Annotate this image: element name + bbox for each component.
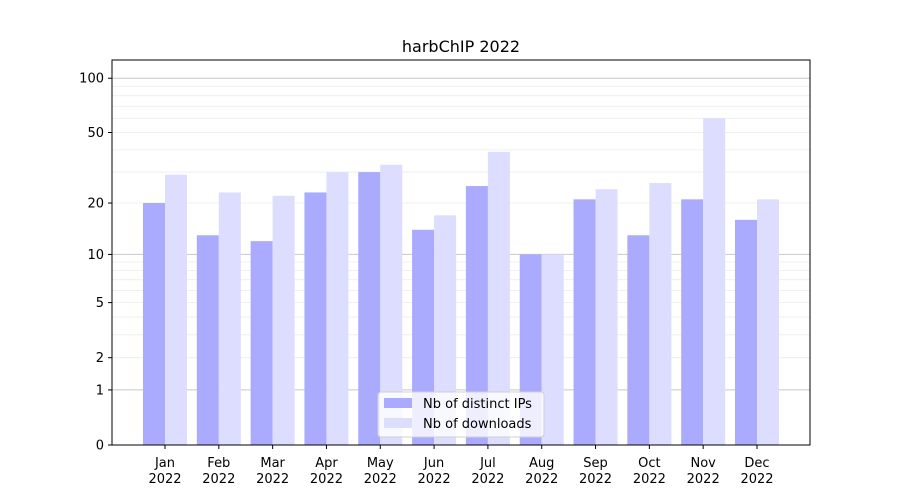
legend-label: Nb of downloads <box>423 417 532 432</box>
x-tick-label: May 2022 <box>364 456 397 487</box>
x-tick-label: Nov 2022 <box>687 456 720 487</box>
y-tick-label: 100 <box>79 72 104 87</box>
bar-distinct-ips <box>627 235 650 445</box>
y-tick-label: 1 <box>96 383 104 398</box>
legend-label: Nb of distinct IPs <box>423 397 532 412</box>
bar-downloads <box>434 215 457 445</box>
bar-downloads <box>649 183 672 445</box>
chart-title: harbChIP 2022 <box>402 37 520 56</box>
legend-swatch <box>384 418 412 428</box>
x-tick-label: Dec 2022 <box>740 456 773 487</box>
bar-downloads <box>595 189 618 445</box>
bar-distinct-ips <box>735 219 757 445</box>
x-tick-label: Oct 2022 <box>633 456 666 487</box>
legend-swatch <box>384 398 412 408</box>
bar-distinct-ips <box>250 241 273 445</box>
bar-distinct-ips <box>465 186 488 445</box>
y-tick-label: 2 <box>96 351 104 366</box>
y-tick-label: 10 <box>87 248 104 263</box>
legend-box <box>377 391 545 438</box>
x-tick-label: Mar 2022 <box>256 456 289 487</box>
legend: Nb of distinct IPs Nb of downloads <box>377 391 545 438</box>
bar-downloads <box>757 199 779 445</box>
bar-distinct-ips <box>196 235 219 445</box>
x-tick-label: Sep 2022 <box>579 456 612 487</box>
bar-downloads <box>487 151 510 445</box>
bar-distinct-ips <box>681 199 704 445</box>
bar-distinct-ips <box>143 203 165 445</box>
x-tick-label: Feb 2022 <box>202 456 235 487</box>
bar-distinct-ips <box>412 229 435 445</box>
bar-downloads <box>272 195 295 445</box>
bar-downloads <box>326 172 349 445</box>
y-tick-label: 0 <box>96 439 104 454</box>
x-tick-label: Jun 2022 <box>418 456 451 487</box>
bar-distinct-ips <box>573 199 596 445</box>
x-tick-label: Jan 2022 <box>148 456 181 487</box>
bar-downloads <box>703 118 726 445</box>
y-tick-label: 5 <box>96 296 104 311</box>
bar-downloads <box>380 164 403 445</box>
bar-downloads <box>541 254 564 445</box>
x-tick-label: Jul 2022 <box>471 456 504 487</box>
bar-distinct-ips <box>304 192 327 445</box>
bar-distinct-ips <box>358 172 381 445</box>
plot-frame <box>111 59 811 446</box>
y-tick-label: 50 <box>87 126 104 141</box>
bar-downloads <box>165 174 187 445</box>
y-tick-label: 20 <box>87 197 104 212</box>
x-tick-label: Aug 2022 <box>525 456 558 487</box>
x-tick-label: Apr 2022 <box>310 456 343 487</box>
bar-downloads <box>218 192 241 445</box>
